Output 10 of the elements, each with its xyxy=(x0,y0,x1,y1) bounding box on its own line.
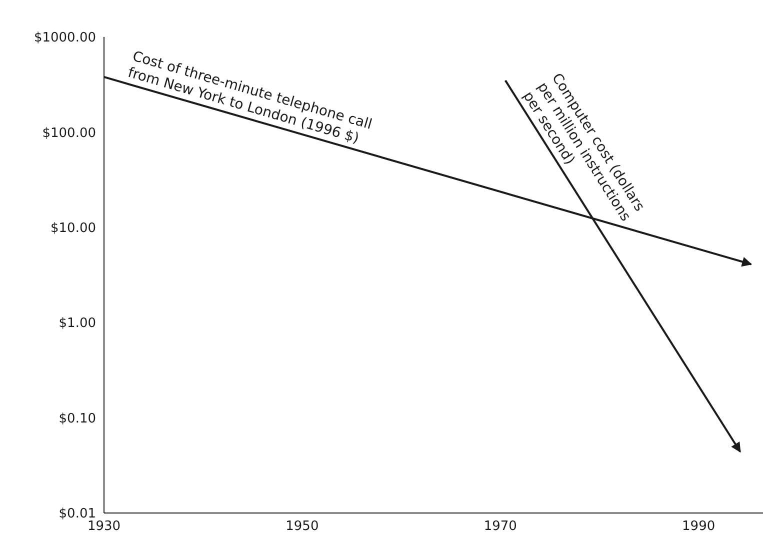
y-tick-label: $10.00 xyxy=(50,221,96,236)
x-tick-label: 1990 xyxy=(682,519,716,534)
y-tick-label: $1000.00 xyxy=(34,30,96,46)
y-tick-label: $0.10 xyxy=(58,411,96,426)
x-tick-label: 1970 xyxy=(484,519,517,534)
y-tick-label: $0.01 xyxy=(58,506,96,522)
y-tick-label: $100.00 xyxy=(42,126,96,141)
y-tick-label: $1.00 xyxy=(58,316,96,332)
x-tick-label: 1930 xyxy=(87,519,121,534)
x-tick-label: 1950 xyxy=(286,519,319,534)
